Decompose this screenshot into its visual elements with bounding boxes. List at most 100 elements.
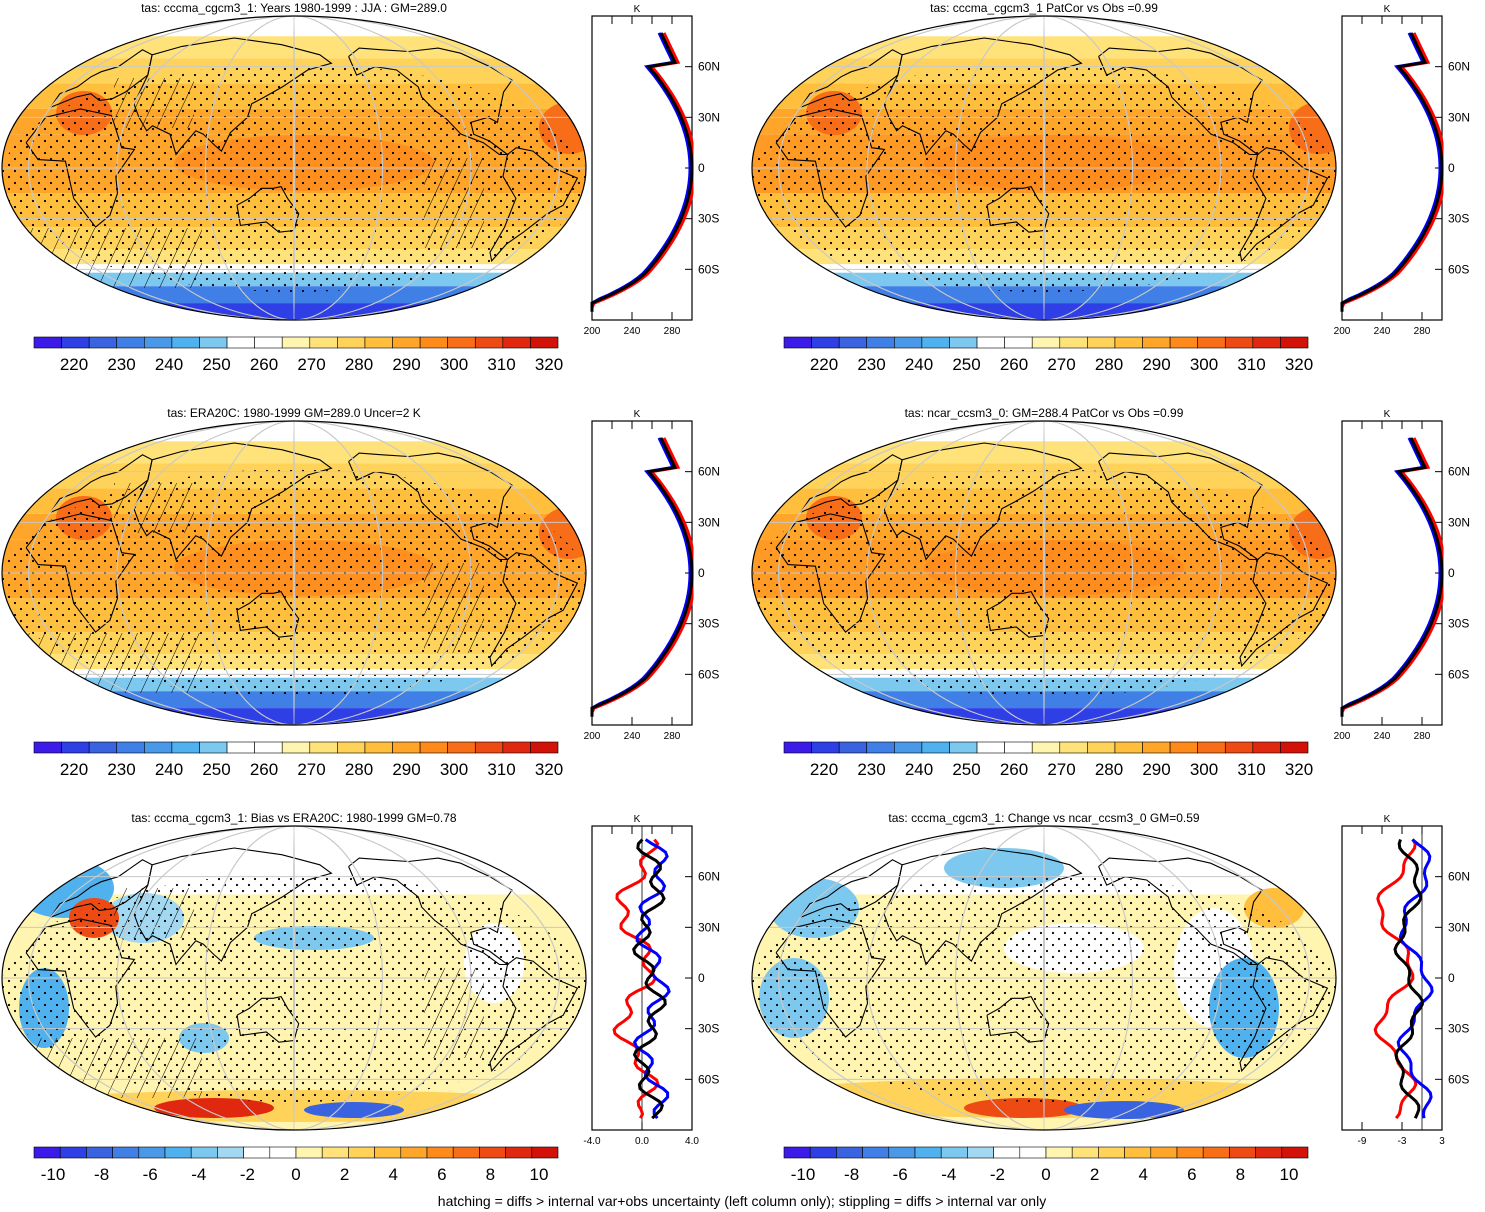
colorbar-label: -8 (94, 1165, 109, 1184)
map-border (751, 15, 1337, 321)
profile-xtick: 280 (664, 731, 681, 742)
colorbar-label: 280 (1095, 760, 1123, 779)
colorbar: 220 230 240 250 260 270 280 290 300 310 320 (33, 336, 563, 374)
colorbar-swatch (809, 1146, 837, 1159)
colorbar-label: 300 (440, 355, 468, 374)
colorbar-swatch (1252, 741, 1281, 754)
colorbar-label: 220 (60, 760, 88, 779)
colorbar-swatch (976, 741, 1005, 754)
colorbar-label: 290 (1142, 760, 1170, 779)
colorbar-swatch (61, 336, 90, 349)
colorbar-swatch (88, 336, 118, 349)
profile-unit: K (634, 814, 641, 825)
colorbar-label: 270 (297, 355, 325, 374)
panel-title: tas: ncar_ccsm3_0: GM=288.4 PatCor vs Ob… (905, 406, 1184, 420)
colorbar-swatch (811, 336, 840, 349)
colorbar-swatch (1031, 741, 1061, 754)
colorbar-swatch (1255, 1146, 1283, 1159)
panel-title: tas: cccma_cgcm3_1: Bias vs ERA20C: 1980… (131, 811, 456, 825)
colorbar-swatch (1059, 741, 1088, 754)
profile-series-blue (632, 838, 671, 1120)
colorbar-swatch (1059, 336, 1088, 349)
colorbar-swatch (243, 1146, 271, 1159)
panel-4: tas: ncar_ccsm3_0: GM=288.4 PatCor vs Ob… (751, 406, 1470, 779)
colorbar-label: -6 (143, 1165, 158, 1184)
colorbar: -10 -8 -6 -4 -2 0 2 4 6 8 10 (783, 1146, 1309, 1184)
colorbar-swatch (838, 336, 868, 349)
colorbar-swatch (1169, 336, 1198, 349)
colorbar-swatch (392, 336, 421, 349)
colorbar-swatch (144, 336, 173, 349)
map-border (1, 420, 587, 726)
colorbar-swatch (993, 1146, 1021, 1159)
colorbar: 220 230 240 250 260 270 280 290 300 310 320 (783, 741, 1313, 779)
colorbar-label: 4 (1138, 1165, 1147, 1184)
colorbar-swatch (33, 741, 62, 754)
colorbar-swatch (295, 1146, 323, 1159)
colorbar-swatch (269, 1146, 297, 1159)
colorbar-label: 280 (345, 355, 373, 374)
lat-label: 60N (1448, 60, 1470, 74)
colorbar-label: 220 (810, 760, 838, 779)
colorbar-swatch (447, 336, 476, 349)
colorbar-swatch (226, 336, 255, 349)
profile-unit: K (1384, 409, 1391, 420)
colorbar-swatch (836, 1146, 863, 1159)
profile-series-blue (590, 437, 692, 717)
colorbar-swatch (530, 741, 559, 754)
colorbar-swatch (1045, 1146, 1073, 1159)
map-border (751, 420, 1337, 726)
lat-label: 30N (698, 110, 720, 124)
colorbar-swatch (1114, 336, 1143, 349)
colorbar-swatch (348, 1146, 375, 1159)
colorbar-swatch (171, 336, 200, 349)
colorbar-swatch (783, 1146, 811, 1159)
colorbar-label: 8 (486, 1165, 495, 1184)
lat-label: 0 (698, 161, 705, 175)
profile-xtick: 240 (1374, 731, 1391, 742)
colorbar-swatch (86, 1146, 113, 1159)
colorbar-label: -2 (240, 1165, 255, 1184)
zonal-profile: K 200 240 280 60N 30N 0 30S 60S (1334, 4, 1470, 337)
colorbar-label: 10 (1280, 1165, 1299, 1184)
colorbar-label: -6 (893, 1165, 908, 1184)
colorbar-swatch (254, 741, 283, 754)
colorbar-swatch (1004, 741, 1033, 754)
colorbar-swatch (838, 741, 868, 754)
zonal-profile: K -4.0 0.0 4.0 60N 30N 0 30S 60S (583, 814, 720, 1147)
profile-xtick: 200 (1334, 731, 1351, 742)
colorbar-swatch (1142, 741, 1171, 754)
colorbar-swatch (811, 741, 840, 754)
profile-xtick: -9 (1358, 1136, 1367, 1147)
colorbar-swatch (164, 1146, 192, 1159)
colorbar-swatch (190, 1146, 218, 1159)
profile-series-black (1340, 32, 1444, 312)
colorbar-swatch (1169, 741, 1198, 754)
profile-xtick: 280 (664, 326, 681, 337)
profile-series-black (632, 838, 667, 1120)
colorbar-swatch (226, 741, 255, 754)
colorbar-swatch (505, 1146, 533, 1159)
colorbar-swatch (33, 1146, 61, 1159)
colorbar-swatch (1197, 336, 1226, 349)
colorbar-swatch (949, 741, 978, 754)
profile-unit: K (634, 409, 641, 420)
colorbar-swatch (171, 741, 200, 754)
colorbar-swatch (1071, 1146, 1099, 1159)
profile-xtick: 4.0 (685, 1136, 699, 1147)
lat-label: 30S (698, 212, 719, 226)
colorbar-label: 310 (487, 355, 515, 374)
profile-xtick: -4.0 (583, 1136, 601, 1147)
lat-label: 60N (698, 60, 720, 74)
colorbar-label: 250 (202, 355, 230, 374)
profile-xtick: 0.0 (635, 1136, 649, 1147)
map-field (2, 826, 586, 1130)
lat-label: 60S (698, 667, 719, 681)
colorbar-label: 230 (107, 355, 135, 374)
colorbar-label: 230 (857, 760, 885, 779)
colorbar: -10 -8 -6 -4 -2 0 2 4 6 8 10 (33, 1146, 559, 1184)
lat-label: 30N (698, 515, 720, 529)
panel-5: tas: cccma_cgcm3_1: Bias vs ERA20C: 1980… (1, 811, 720, 1184)
profile-xtick: 3 (1439, 1136, 1445, 1147)
colorbar-label: -4 (191, 1165, 206, 1184)
